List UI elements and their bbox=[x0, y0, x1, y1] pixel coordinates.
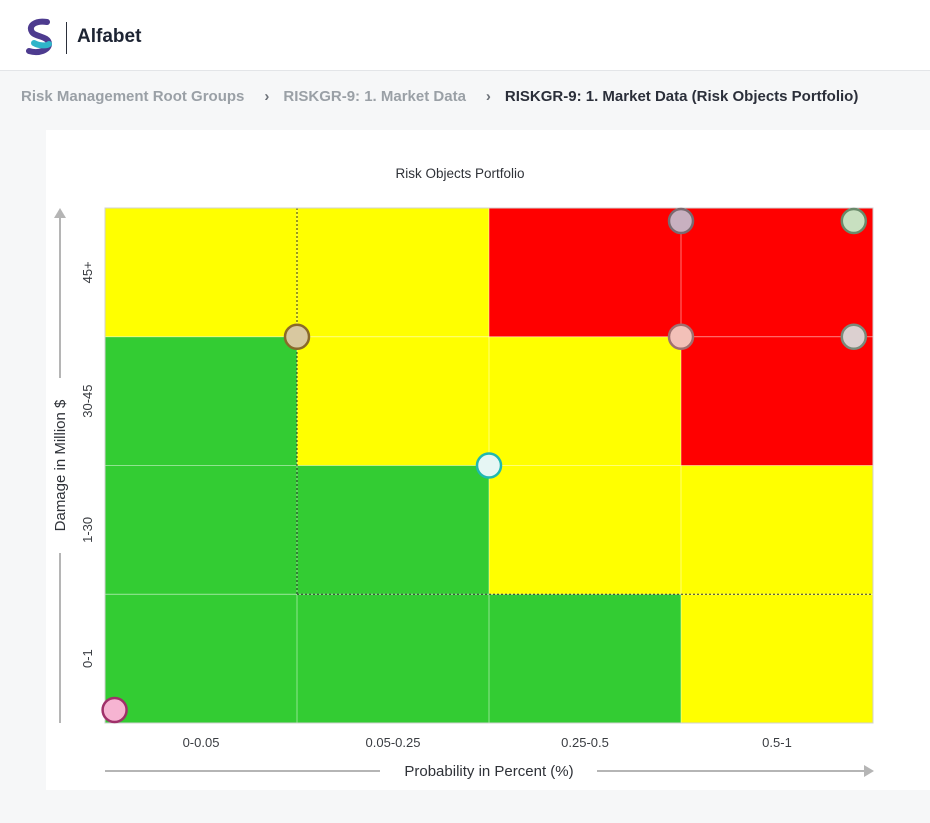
risk-object-marker[interactable] bbox=[283, 323, 311, 350]
heatmap-cell bbox=[489, 594, 681, 723]
heatmap-cell bbox=[681, 465, 873, 595]
breadcrumb-item-root-groups[interactable]: Risk Management Root Groups bbox=[21, 87, 245, 105]
heatmap-cell bbox=[681, 208, 873, 337]
risk-object-marker[interactable] bbox=[101, 696, 128, 724]
heatmap-cell bbox=[105, 208, 297, 337]
heatmap-cell bbox=[297, 465, 489, 595]
heatmap-cell bbox=[681, 594, 873, 723]
x-axis-label: Probability in Percent (%) bbox=[404, 763, 573, 780]
y-tick-label: 30-45 bbox=[80, 385, 95, 418]
logo-divider bbox=[66, 22, 67, 54]
heatmap-cell bbox=[297, 594, 489, 723]
app-header: Alfabet bbox=[0, 0, 930, 71]
risk-object-marker[interactable] bbox=[475, 452, 503, 479]
risk-object-marker[interactable] bbox=[667, 323, 695, 350]
chart-title: Risk Objects Portfolio bbox=[395, 166, 525, 181]
arrow-right-icon bbox=[864, 765, 874, 777]
breadcrumb-item-current: RISKGR-9: 1. Market Data (Risk Objects P… bbox=[504, 87, 859, 105]
heatmap-cell bbox=[489, 208, 681, 337]
app-title: Alfabet bbox=[77, 26, 142, 47]
chevron-right-icon: › bbox=[264, 87, 270, 105]
x-tick-label: 0.25-0.5 bbox=[561, 735, 609, 750]
x-tick-label: 0-0.05 bbox=[183, 735, 220, 750]
breadcrumb-item-market-data[interactable]: RISKGR-9: 1. Market Data bbox=[283, 87, 466, 105]
heatmap-cell bbox=[297, 336, 489, 466]
y-axis-label: Damage in Million $ bbox=[52, 399, 69, 531]
alfabet-logo-icon[interactable] bbox=[25, 18, 55, 56]
chevron-right-icon: › bbox=[485, 87, 491, 105]
breadcrumb: Risk Management Root Groups › RISKGR-9: … bbox=[21, 86, 858, 106]
heatmap-cell bbox=[681, 336, 873, 466]
heatmap-cell bbox=[105, 465, 297, 595]
heatmap-cell bbox=[489, 336, 681, 466]
heatmap-cell bbox=[297, 208, 489, 337]
x-tick-label: 0.05-0.25 bbox=[366, 735, 421, 750]
heatmap-cell bbox=[105, 594, 297, 723]
heatmap-cell bbox=[489, 465, 681, 595]
risk-object-marker[interactable] bbox=[667, 207, 695, 235]
y-tick-label: 0-1 bbox=[80, 649, 95, 668]
y-tick-label: 45+ bbox=[80, 261, 95, 283]
x-tick-label: 0.5-1 bbox=[762, 735, 792, 750]
y-tick-label: 1-30 bbox=[80, 517, 95, 543]
risk-object-marker[interactable] bbox=[840, 323, 868, 350]
arrow-up-icon bbox=[54, 208, 66, 218]
risk-object-marker[interactable] bbox=[840, 207, 868, 235]
heatmap-cell bbox=[105, 336, 297, 466]
plot-border bbox=[104, 207, 874, 724]
